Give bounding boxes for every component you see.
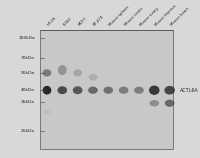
Ellipse shape	[165, 100, 174, 107]
Ellipse shape	[89, 74, 97, 80]
Ellipse shape	[43, 69, 51, 76]
Text: 55kDa: 55kDa	[21, 71, 35, 75]
Text: 25kDa: 25kDa	[21, 129, 35, 133]
Ellipse shape	[103, 87, 113, 94]
Ellipse shape	[57, 86, 67, 94]
Ellipse shape	[43, 86, 51, 94]
Text: ACTL6A: ACTL6A	[173, 88, 199, 93]
Ellipse shape	[134, 87, 144, 94]
Text: K-562: K-562	[62, 16, 73, 27]
Ellipse shape	[119, 87, 128, 94]
Ellipse shape	[43, 110, 50, 114]
Text: Mouse spleen: Mouse spleen	[108, 5, 130, 27]
Text: HT-29: HT-29	[47, 16, 58, 27]
Text: 40kDa: 40kDa	[21, 88, 35, 92]
Ellipse shape	[164, 86, 175, 94]
Ellipse shape	[73, 69, 82, 76]
Text: MCF7: MCF7	[78, 16, 88, 27]
Bar	[40, 30, 173, 149]
Text: 35kDa: 35kDa	[21, 100, 35, 104]
Ellipse shape	[149, 85, 160, 95]
Text: Mouse testis: Mouse testis	[124, 7, 144, 27]
Ellipse shape	[88, 87, 98, 94]
Ellipse shape	[73, 86, 82, 94]
Ellipse shape	[58, 65, 67, 75]
Text: 100kDa: 100kDa	[18, 36, 35, 40]
Text: 70kDa: 70kDa	[21, 56, 35, 61]
Text: Mouse ovary: Mouse ovary	[139, 6, 159, 27]
Text: Mouse thymus: Mouse thymus	[154, 4, 177, 27]
Ellipse shape	[149, 100, 159, 106]
Text: Mouse heart: Mouse heart	[170, 7, 190, 27]
Text: BT-474: BT-474	[93, 14, 105, 27]
